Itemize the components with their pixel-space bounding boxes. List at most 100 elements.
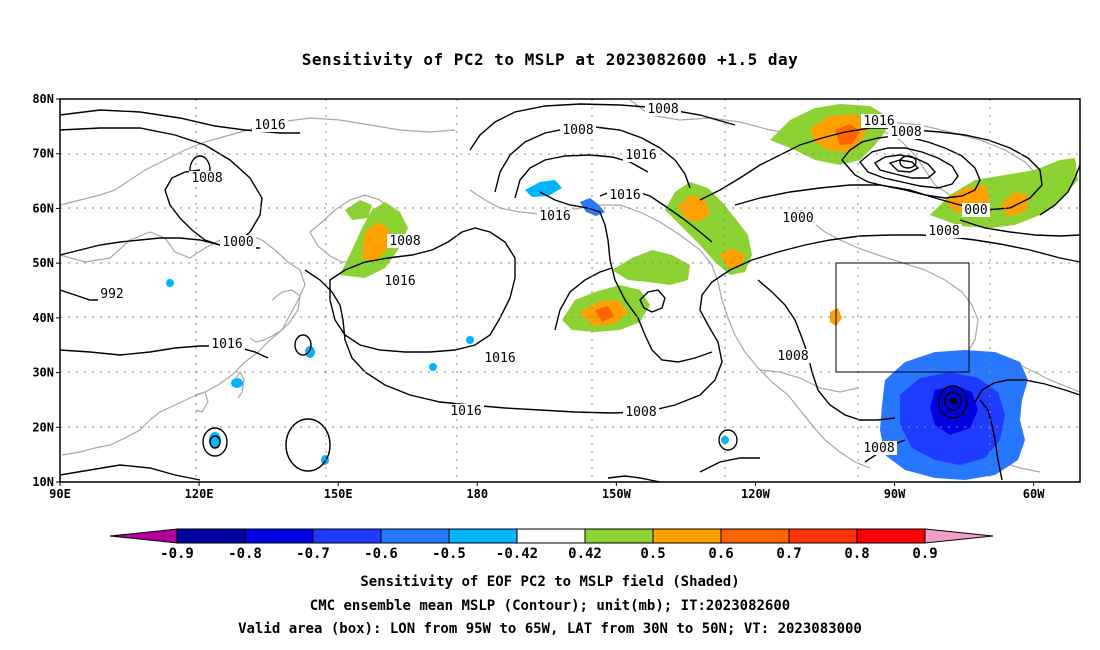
contour-label: 992 [100, 287, 123, 302]
colorbar-label: 0.8 [844, 546, 869, 562]
positive-sensitivity-max-scandinavia [835, 124, 860, 145]
y-tick-label: 50N [32, 256, 54, 270]
x-tick-label: 150E [324, 487, 353, 501]
contour-label-bg [780, 211, 816, 225]
contour-label: 1008 [777, 349, 808, 364]
contour-label-bg [775, 349, 811, 363]
colorbar-segment [856, 528, 926, 544]
colorbar-segment [788, 528, 858, 544]
contour-label-bg [209, 337, 245, 351]
colorbar-label: -0.42 [496, 546, 538, 562]
negative-sensitivity-spot-7 [721, 436, 729, 444]
contour-label: 1016 [484, 351, 515, 366]
contour-label: 1016 [625, 148, 656, 163]
contour-label-bg [623, 405, 659, 419]
contour-label: 000 [964, 203, 987, 218]
contour-label: 1016 [539, 209, 570, 224]
contour-label-bg [98, 287, 126, 301]
colorbar-label: 0.5 [640, 546, 665, 562]
y-axis-ticks: 10N 20N 30N 40N 50N 60N 70N 80N [32, 92, 60, 489]
caption-valid-area: Valid area (box): LON from 95W to 65W, L… [238, 621, 862, 637]
contour-label-bg [962, 203, 990, 217]
contour-label: 1008 [562, 123, 593, 138]
x-tick-label: 90W [884, 487, 906, 501]
colorbar-label: 0.7 [776, 546, 801, 562]
contour-label: 1008 [928, 224, 959, 239]
y-tick-label: 30N [32, 366, 54, 380]
x-axis-ticks: 90E 120E 150E 180 150W 120W 90W 60W [49, 482, 1045, 501]
colorbar-label: 0.6 [708, 546, 733, 562]
caption-shaded: Sensitivity of EOF PC2 to MSLP field (Sh… [360, 574, 740, 590]
caption-contour: CMC ensemble mean MSLP (Contour); unit(m… [309, 598, 791, 614]
x-tick-label: 60W [1023, 487, 1045, 501]
contour-label: 1016 [863, 114, 894, 129]
y-tick-label: 80N [32, 92, 54, 106]
y-tick-label: 10N [32, 475, 54, 489]
colorbar-label: -0.7 [296, 546, 330, 562]
colorbar-segment [380, 528, 450, 544]
contour-label: 1008 [647, 102, 678, 117]
colorbar-segment [448, 528, 518, 544]
colorbar-segment [176, 528, 246, 544]
x-tick-label: 90E [49, 487, 71, 501]
contour-label-bg [861, 114, 897, 128]
colorbar-min-arrow [109, 528, 178, 544]
colorbar-max-arrow [924, 528, 994, 544]
positive-sensitivity-max-china [595, 306, 614, 322]
contour-label-bg [382, 274, 418, 288]
positive-sensitivity-core-urals-east [1000, 192, 1030, 216]
colorbar-label: -0.5 [432, 546, 466, 562]
negative-sensitivity-spot-4 [429, 363, 437, 371]
colorbar-segment [584, 528, 654, 544]
contour-label-bg [387, 234, 423, 248]
contour-label-bg [861, 441, 897, 455]
chart-title: Sensitivity of PC2 to MSLP at 2023082600… [301, 50, 799, 69]
contour-label: 1008 [863, 441, 894, 456]
x-tick-label: 120W [741, 487, 771, 501]
y-tick-label: 70N [32, 147, 54, 161]
contour-label-bg [537, 209, 573, 223]
positive-sensitivity-core-siberia-south [720, 248, 745, 268]
colorbar-label: 0.9 [912, 546, 937, 562]
negative-sensitivity-spot-1 [209, 432, 221, 448]
contour-label-bg [448, 404, 484, 418]
contour-label-bg [482, 351, 518, 365]
negative-sensitivity-spot-okhotsk [525, 180, 562, 197]
contour-label-bg [252, 118, 288, 132]
contour-label: 1016 [384, 274, 415, 289]
y-tick-label: 40N [32, 311, 54, 325]
negative-sensitivity-spot-3 [305, 346, 315, 358]
valid-area-box [835, 262, 970, 373]
colorbar-label: -0.8 [228, 546, 262, 562]
y-tick-label: 20N [32, 420, 54, 434]
contour-label: 1016 [211, 337, 242, 352]
contour-label-bg [560, 123, 596, 137]
contour-label-bg [926, 224, 962, 238]
contour-label-bg [220, 235, 256, 249]
contour-label-bg [189, 171, 225, 185]
x-tick-label: 180 [466, 487, 488, 501]
contour-label: 1016 [609, 188, 640, 203]
positive-sensitivity-region-mongolia [612, 250, 690, 285]
contour-label: 1016 [254, 118, 285, 133]
colorbar-segment [516, 528, 586, 544]
map-frame [59, 98, 1081, 483]
colorbar-segment [652, 528, 722, 544]
contour-label: 1008 [625, 405, 656, 420]
x-tick-label: 150W [602, 487, 632, 501]
colorbar-label: -0.6 [364, 546, 398, 562]
contour-label: 1000 [782, 211, 813, 226]
colorbar-segment [312, 528, 382, 544]
colorbar: -0.9 -0.8 -0.7 -0.6 -0.5 -0.42 0.42 0.5 0.6 0.7 0.… [109, 528, 994, 562]
sensitivity-map: 1016 1008 1000 992 1016 1008 1016 1008 1016 1008 1… [32, 92, 1081, 562]
colorbar-segment [720, 528, 790, 544]
negative-sensitivity-spot-2 [231, 378, 243, 388]
x-tick-label: 120E [185, 487, 214, 501]
contour-label-bg [888, 125, 924, 139]
y-tick-label: 60N [32, 201, 54, 215]
positive-sensitivity-region-urals-west [345, 200, 372, 220]
contour-labels: 1016 1008 1000 992 1016 1008 1016 1008 1016 1008 1… [98, 102, 990, 456]
negative-sensitivity-spot-6 [166, 279, 174, 287]
contour-label-bg [623, 148, 659, 162]
contour-label: 1008 [389, 234, 420, 249]
